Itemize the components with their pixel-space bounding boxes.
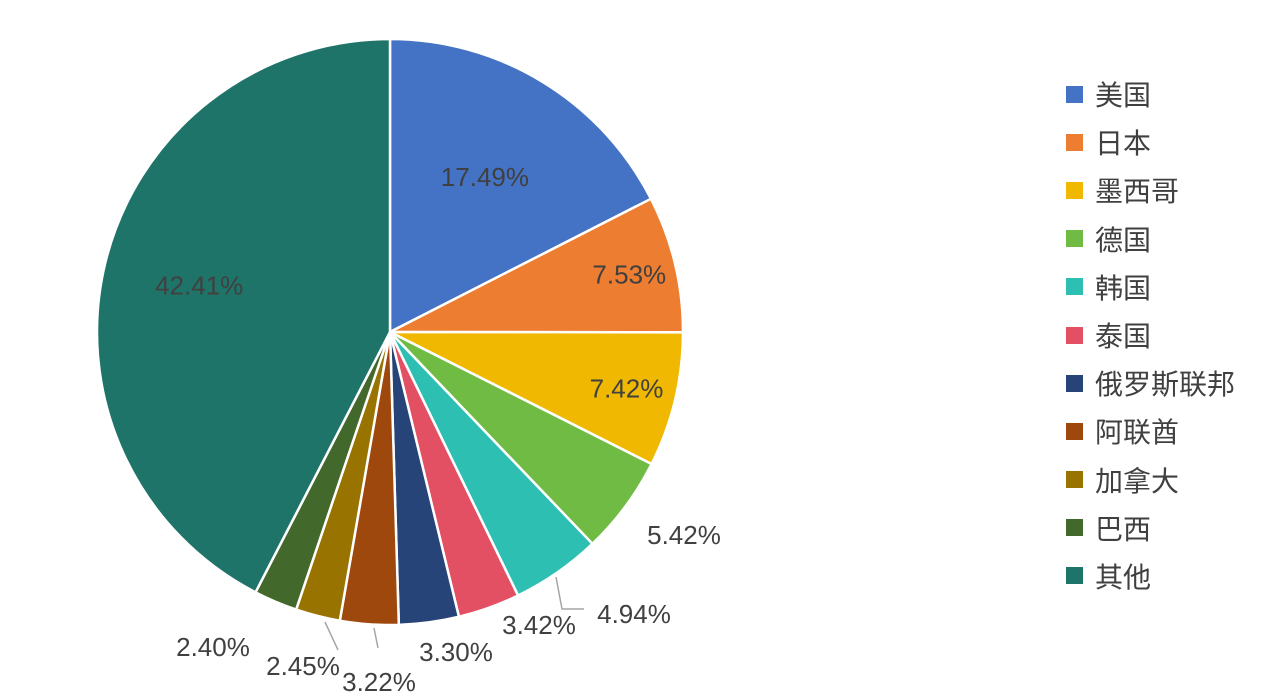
legend-swatch [1066, 422, 1083, 440]
legend-label: 日本 [1095, 127, 1152, 161]
legend-item-5: 韩国 [1066, 263, 1266, 311]
legend-swatch [1066, 471, 1083, 489]
pie-slices [95, 37, 685, 627]
legend-label: 德国 [1095, 223, 1152, 257]
legend-item-6: 泰国 [1066, 311, 1266, 359]
legend-item-2: 日本 [1066, 118, 1266, 166]
legend-item-11: 其他 [1066, 552, 1266, 600]
slice-label-7: 3.30% [419, 637, 493, 667]
legend-label: 阿联酋 [1095, 416, 1180, 450]
legend-label: 韩国 [1095, 271, 1152, 305]
legend-swatch [1066, 181, 1083, 199]
slice-label-1: 17.49% [441, 162, 529, 192]
label-leader-lines [324, 576, 584, 651]
slice-label-8: 3.22% [342, 667, 416, 697]
legend-item-8: 阿联酋 [1066, 407, 1266, 455]
slice-label-9: 2.45% [266, 651, 340, 681]
leader-line-9 [324, 621, 339, 651]
pie-slice-1 [388, 37, 653, 334]
legend-label: 加拿大 [1095, 464, 1180, 498]
slice-label-5: 4.94% [597, 599, 671, 629]
legend-item-4: 德国 [1066, 215, 1266, 263]
legend-swatch [1066, 326, 1083, 344]
legend-item-9: 加拿大 [1066, 456, 1266, 504]
slice-label-6: 3.42% [502, 610, 576, 640]
legend-swatch [1066, 278, 1083, 296]
leader-line-8 [373, 627, 379, 649]
pie-slice-11 [95, 37, 392, 594]
slice-label-11: 42.41% [155, 271, 243, 301]
leader-line-5 [555, 576, 584, 610]
legend-label: 墨西哥 [1095, 175, 1180, 209]
legend-label: 巴西 [1095, 512, 1152, 546]
legend-swatch [1066, 133, 1083, 151]
legend-item-10: 巴西 [1066, 504, 1266, 552]
legend-swatch [1066, 85, 1083, 103]
legend-swatch [1066, 567, 1083, 585]
legend-label: 其他 [1095, 560, 1152, 594]
legend-label: 美国 [1095, 79, 1152, 113]
pie-slice-2 [388, 197, 685, 334]
slice-labels: 17.49% 7.53% 7.42% 5.42% 4.94% 3.42% 3.30%3.22… [155, 162, 721, 697]
legend-swatch [1066, 519, 1083, 537]
legend-swatch [1066, 374, 1083, 392]
pie-slice-3 [388, 330, 685, 466]
legend-swatch [1066, 230, 1083, 248]
legend-item-7: 俄罗斯联邦 [1066, 359, 1266, 407]
slice-label-3: 7.42% [590, 374, 664, 404]
legend-item-3: 墨西哥 [1066, 166, 1266, 214]
legend-label: 泰国 [1095, 320, 1152, 354]
slice-label-2: 7.53% [592, 260, 666, 290]
legend-label: 俄罗斯联邦 [1095, 368, 1236, 402]
legend-item-1: 美国 [1066, 70, 1266, 118]
slice-label-10: 2.40% [176, 632, 250, 662]
slice-label-4: 5.42% [647, 520, 721, 550]
chart-legend: 美国日本墨西哥德国韩国泰国俄罗斯联邦阿联酋加拿大巴西其他 [1066, 70, 1266, 600]
